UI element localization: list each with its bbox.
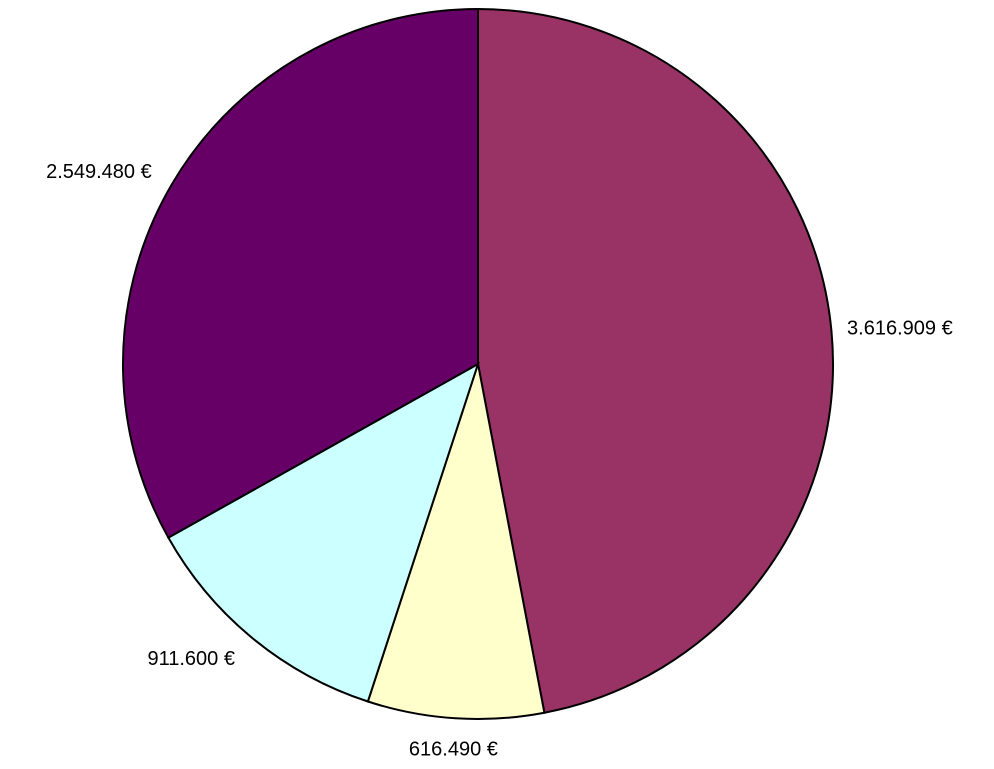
data-label: 2.549.480 € (46, 161, 152, 183)
data-label: 616.490 € (409, 738, 498, 760)
pie-slice (366, 363, 546, 720)
pie-slice (477, 7, 834, 714)
data-label: 911.600 € (147, 648, 235, 670)
data-label: 3.616.909 € (847, 317, 953, 339)
pie-slice (122, 7, 479, 539)
pie-slice (166, 361, 480, 703)
